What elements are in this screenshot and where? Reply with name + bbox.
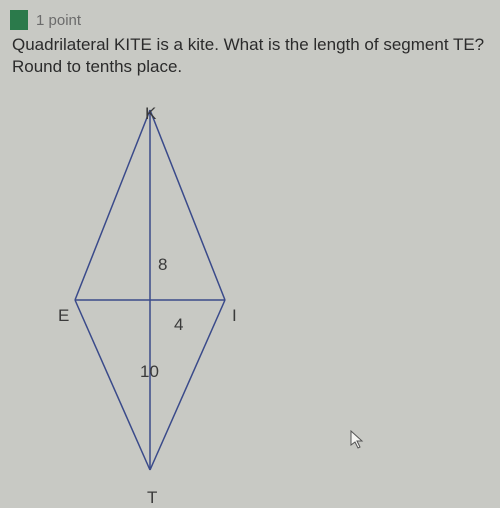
question-line-1: Quadrilateral KITE is a kite. What is th… xyxy=(12,35,484,54)
question-header: 1 point xyxy=(10,10,81,30)
vertex-I-label: I xyxy=(232,306,237,326)
question-marker-icon xyxy=(10,10,28,30)
segment-label-10: 10 xyxy=(140,362,159,382)
vertex-K-label: K xyxy=(145,104,156,124)
segment-label-4: 4 xyxy=(174,315,183,335)
page: 1 point Quadrilateral KITE is a kite. Wh… xyxy=(0,0,500,500)
segment-label-8: 8 xyxy=(158,255,167,275)
vertex-E-label: E xyxy=(58,306,69,326)
vertex-T-label: T xyxy=(147,488,157,508)
question-line-2: Round to tenths place. xyxy=(12,57,182,76)
kite-svg xyxy=(0,90,300,490)
kite-diagram: K I T E 8 4 10 xyxy=(0,90,300,490)
cursor-icon xyxy=(350,430,366,455)
points-value: 1 point xyxy=(36,12,81,29)
question-text: Quadrilateral KITE is a kite. What is th… xyxy=(12,34,488,78)
